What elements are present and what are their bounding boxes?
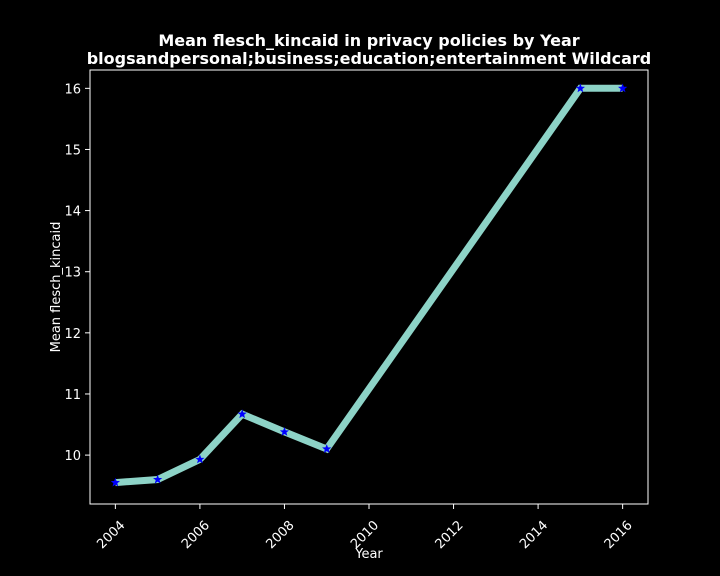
plot-area-frame: [89, 69, 649, 505]
y-tick-label: 16: [64, 82, 81, 97]
chart-title: Mean flesch_kincaid in privacy policies …: [158, 31, 579, 50]
y-axis-label: Mean flesch_kincaid: [49, 222, 64, 353]
chart-subtitle: blogsandpersonal;business;education;ente…: [87, 49, 652, 68]
data-point-marker: [322, 444, 332, 453]
series-layer: [110, 83, 628, 487]
y-tick-label: 15: [64, 143, 81, 158]
y-tick-label: 14: [64, 205, 81, 220]
data-point-marker: [279, 427, 290, 436]
y-tick-label: 13: [64, 266, 81, 281]
data-point-marker: [237, 409, 247, 419]
y-axis-ticks: 10 11 12 13 14 15 16: [64, 82, 90, 464]
data-point-marker: [195, 454, 205, 464]
y-tick-label: 11: [64, 388, 81, 403]
data-point-marker: [618, 83, 628, 93]
data-point-marker: [153, 474, 163, 484]
data-point-marker: [575, 83, 585, 93]
series-line: [115, 84, 623, 487]
data-point-marker: [110, 477, 120, 487]
y-tick-label: 12: [64, 327, 81, 342]
x-axis-label: Year: [354, 547, 383, 562]
y-tick-label: 10: [64, 449, 81, 464]
